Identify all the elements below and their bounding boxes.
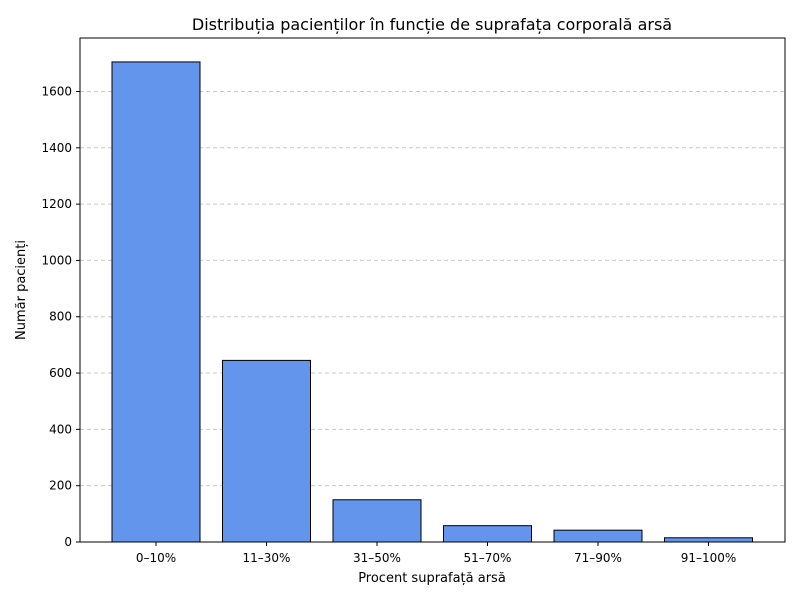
bar xyxy=(332,499,422,543)
x-tick-label: 0–10% xyxy=(136,551,176,565)
x-tick-label: 11–30% xyxy=(243,551,291,565)
chart-title: Distribuția pacienților în funcție de su… xyxy=(192,15,672,34)
y-tick-label: 1600 xyxy=(41,84,72,98)
bar xyxy=(443,525,532,543)
plot-frame xyxy=(79,37,786,543)
x-tick-label: 31–50% xyxy=(353,551,401,565)
y-tick-label: 800 xyxy=(49,310,72,324)
x-tick-label: 71–90% xyxy=(574,551,622,565)
y-tick-label: 0 xyxy=(64,535,72,549)
grid-lines xyxy=(80,90,785,487)
x-tick-label: 51–70% xyxy=(464,551,512,565)
y-tick-label: 1200 xyxy=(41,197,72,211)
x-axis-label: Procent suprafață arsă xyxy=(358,571,506,586)
y-tick-label: 400 xyxy=(49,422,72,436)
bars xyxy=(111,61,753,543)
x-tick-label: 91–100% xyxy=(681,551,737,565)
bar xyxy=(553,529,643,543)
bar xyxy=(111,61,201,543)
y-tick-label: 1000 xyxy=(41,253,72,267)
y-axis-label: Număr pacienți xyxy=(14,240,29,340)
y-tick-label: 600 xyxy=(49,366,72,380)
x-axis-ticks: 0–10% 11–30% 31–50% 51–70% 71–90% 91–100% xyxy=(136,542,736,565)
y-axis-ticks: 0 200 400 600 800 1000 1200 1400 1600 xyxy=(41,84,80,549)
bar xyxy=(222,359,311,543)
y-tick-label: 200 xyxy=(49,479,72,493)
bar xyxy=(664,537,753,543)
y-tick-label: 1400 xyxy=(41,141,72,155)
